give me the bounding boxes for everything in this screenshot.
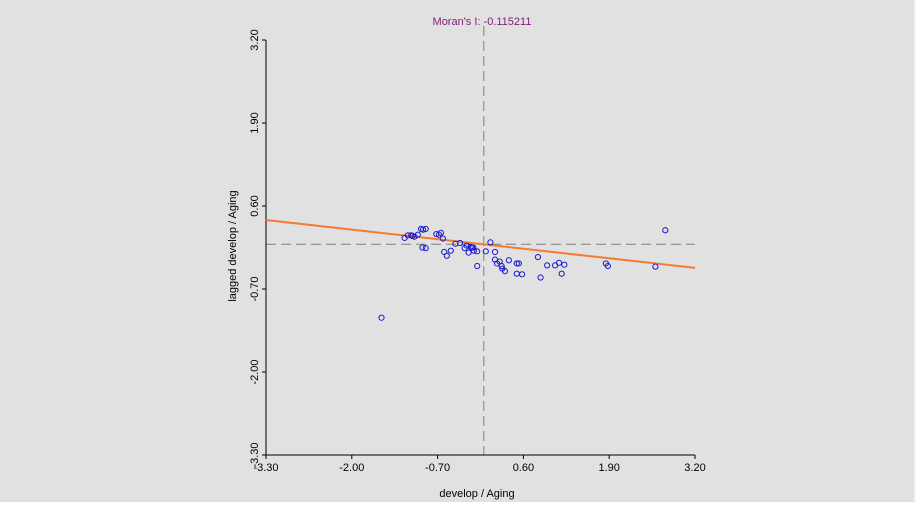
data-point [604,262,611,270]
y-tick-label: 0.60 [249,195,261,216]
data-point [456,239,464,247]
data-point [422,225,429,233]
y-tick-label: -2.00 [249,359,261,384]
chart-title: Moran's I: -0.115211 [433,16,532,28]
regression-group [265,219,696,269]
data-point [561,261,568,268]
data-point [558,270,565,277]
data-point [474,248,481,255]
data-point [501,268,509,275]
data-point [537,274,544,281]
y-tick-label: 1.90 [249,112,261,133]
data-point [555,259,563,266]
regression-line [265,219,696,269]
data-point [465,249,472,256]
data-point [443,252,450,259]
data-point [652,263,659,270]
data-point [518,271,526,278]
data-point [437,229,444,236]
points-group [378,225,669,321]
data-point [474,262,481,270]
x-tick-label: 3.20 [684,462,705,474]
x-tick-label: -0.70 [425,462,450,474]
data-point [470,244,477,251]
data-point [487,239,494,246]
x-tick-label: 1.90 [598,462,619,474]
data-point [447,247,454,254]
data-point [463,242,470,249]
y-axis-label: lagged develop / Aging [227,190,239,301]
edge-shadow [914,0,916,502]
data-point [513,270,520,277]
x-tick-label: -3.30 [253,462,278,474]
labels-group: Moran's I: -0.115211 develop / Aging lag… [227,16,531,500]
data-point [411,233,418,240]
y-tick-label: -0.70 [249,276,261,301]
data-point [505,257,512,264]
x-tick-label: 0.60 [513,462,534,474]
data-point [662,227,669,234]
data-point [422,245,429,252]
x-tick-label: -2.00 [339,462,364,474]
x-axis-label: develop / Aging [439,488,514,500]
data-point [544,262,551,269]
data-point [404,232,411,239]
data-point [470,247,477,254]
y-tick-label: -3.30 [249,442,261,467]
data-point [378,314,385,321]
data-point [414,231,421,238]
data-point [439,235,446,242]
data-point [513,260,520,267]
data-point [452,240,459,247]
data-point [435,231,443,238]
data-point [482,248,489,255]
mean-lines [266,26,695,455]
data-point [534,253,542,261]
data-point [491,248,499,256]
data-point [419,226,427,233]
axes: -3.30 -2.00 -0.70 0.60 1.90 3.20 -3.30 -2.00 -0.… [249,29,706,474]
data-point [498,262,505,270]
data-point [515,260,522,267]
data-point [419,244,426,251]
y-tick-label: 3.20 [249,29,261,50]
